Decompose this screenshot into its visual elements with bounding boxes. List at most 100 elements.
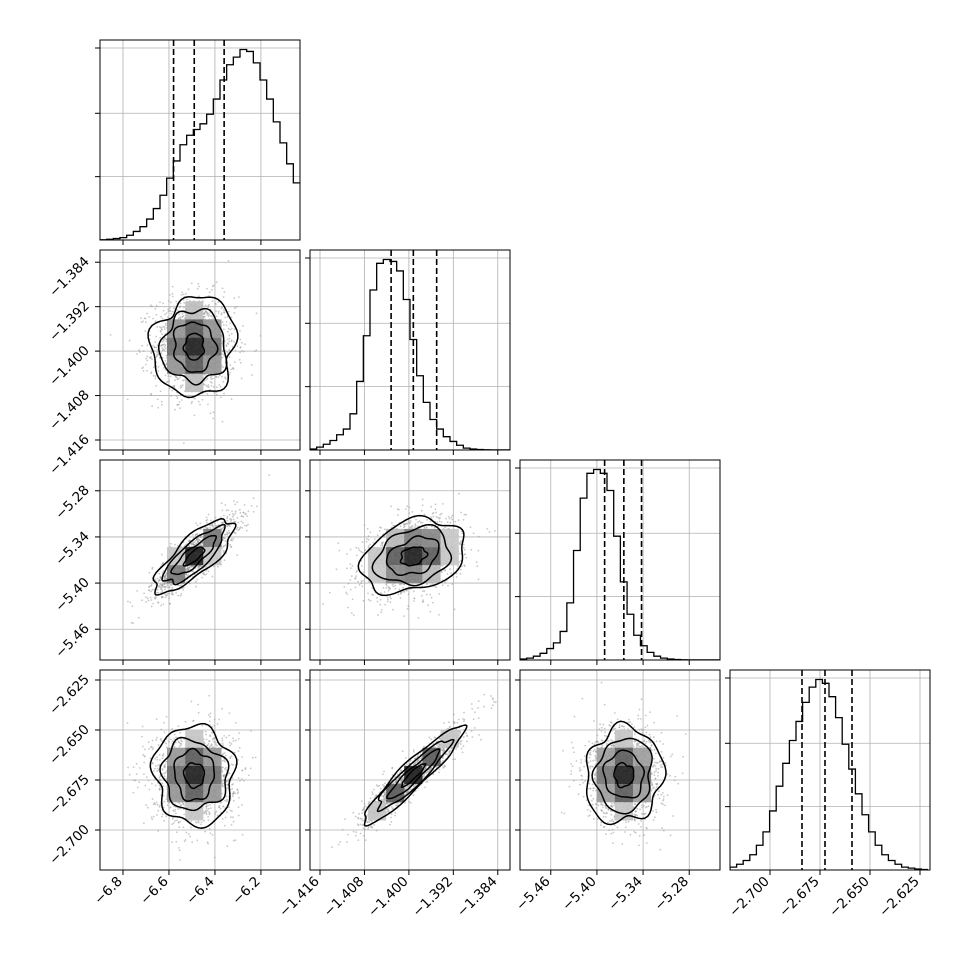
histogram-panel-1 — [305, 249, 511, 455]
scatter-point — [164, 588, 166, 591]
scatter-point — [240, 377, 243, 380]
scatter-point — [158, 579, 161, 581]
scatter-point — [205, 378, 208, 381]
scatter-point — [346, 567, 348, 570]
scatter-point — [154, 377, 157, 380]
scatter-point — [217, 301, 220, 303]
scatter-point — [208, 295, 210, 297]
scatter-point — [154, 320, 157, 323]
scatter-point — [150, 372, 153, 375]
scatter-point — [228, 373, 231, 376]
scatter-point — [447, 585, 449, 587]
scatter-point — [240, 515, 243, 518]
scatter-point — [234, 839, 237, 841]
scatter-point — [222, 753, 224, 755]
scatter-point — [179, 407, 181, 410]
scatter-point — [379, 598, 382, 601]
scatter-point — [221, 759, 224, 762]
scatter-point — [237, 738, 240, 740]
scatter-point — [223, 392, 225, 395]
scatter-point — [141, 725, 144, 728]
scatter-point — [181, 291, 184, 294]
scatter-point — [361, 585, 364, 588]
scatter-point — [138, 767, 141, 769]
scatter-point — [168, 387, 171, 390]
scatter-point — [231, 515, 234, 518]
scatter-point — [365, 541, 368, 543]
scatter-point — [407, 521, 410, 523]
scatter-point — [168, 592, 171, 595]
scatter-point — [156, 398, 159, 401]
scatter-point — [204, 730, 207, 733]
scatter-point — [216, 723, 219, 725]
scatter-point — [165, 573, 167, 576]
scatter-point — [357, 580, 359, 583]
scatter-point — [136, 353, 139, 355]
scatter-point — [157, 601, 160, 604]
scatter-point — [181, 315, 184, 318]
density-block — [185, 337, 204, 356]
scatter-point — [168, 380, 171, 382]
scatter-point — [215, 315, 218, 318]
y-tick-label: −5.34 — [52, 528, 93, 569]
scatter-point — [362, 599, 365, 602]
scatter-point — [192, 534, 194, 536]
scatter-point — [144, 784, 147, 787]
scatter-point — [159, 759, 161, 761]
scatter-point — [477, 578, 480, 581]
scatter-point — [360, 550, 362, 553]
scatter-point — [463, 548, 466, 551]
scatter-point — [234, 510, 237, 513]
scatter-point — [414, 526, 416, 528]
scatter-point — [147, 597, 149, 600]
scatter-point — [174, 379, 177, 382]
scatter-point — [447, 515, 450, 518]
scatter-point — [194, 580, 197, 583]
scatter-point — [391, 522, 393, 524]
scatter-point — [431, 512, 434, 515]
scatter-point — [176, 831, 178, 834]
scatter-point — [177, 594, 180, 597]
density-block — [422, 547, 441, 566]
scatter-point — [164, 771, 167, 774]
scatter-point — [432, 515, 435, 518]
scatter-point — [207, 384, 210, 386]
scatter-point — [345, 591, 348, 594]
scatter-point — [429, 610, 432, 613]
scatter-point — [404, 525, 406, 527]
scatter-point — [197, 567, 199, 569]
scatter-point — [357, 547, 360, 550]
scatter-point — [234, 739, 237, 742]
scatter-point — [231, 539, 234, 542]
scatter-point — [184, 839, 187, 841]
scatter-point — [233, 297, 236, 299]
scatter-point — [138, 349, 140, 351]
scatter-point — [199, 543, 202, 546]
scatter-point — [174, 809, 177, 811]
scatter-point — [228, 334, 231, 337]
density-block — [167, 355, 186, 374]
scatter-point — [268, 474, 271, 476]
scatter-point — [218, 310, 220, 313]
scatter-point — [255, 349, 258, 352]
scatter-point — [167, 310, 170, 312]
scatter-point — [161, 590, 164, 593]
scatter-point — [399, 597, 402, 599]
scatter-point — [169, 542, 172, 545]
scatter-point — [390, 597, 392, 600]
scatter-point — [209, 734, 211, 737]
scatter-point — [245, 529, 248, 532]
scatter-point — [390, 505, 392, 508]
scatter-point — [154, 595, 157, 597]
scatter-point — [190, 700, 193, 703]
scatter-point — [153, 346, 156, 348]
scatter-point — [174, 812, 177, 815]
scatter-point — [205, 384, 208, 387]
scatter-point — [148, 571, 151, 574]
scatter-point — [140, 321, 143, 323]
scatter-point — [459, 543, 462, 546]
scatter-point — [229, 756, 232, 759]
scatter-point — [145, 321, 147, 323]
scatter-point — [170, 583, 172, 586]
scatter-point — [223, 291, 226, 293]
